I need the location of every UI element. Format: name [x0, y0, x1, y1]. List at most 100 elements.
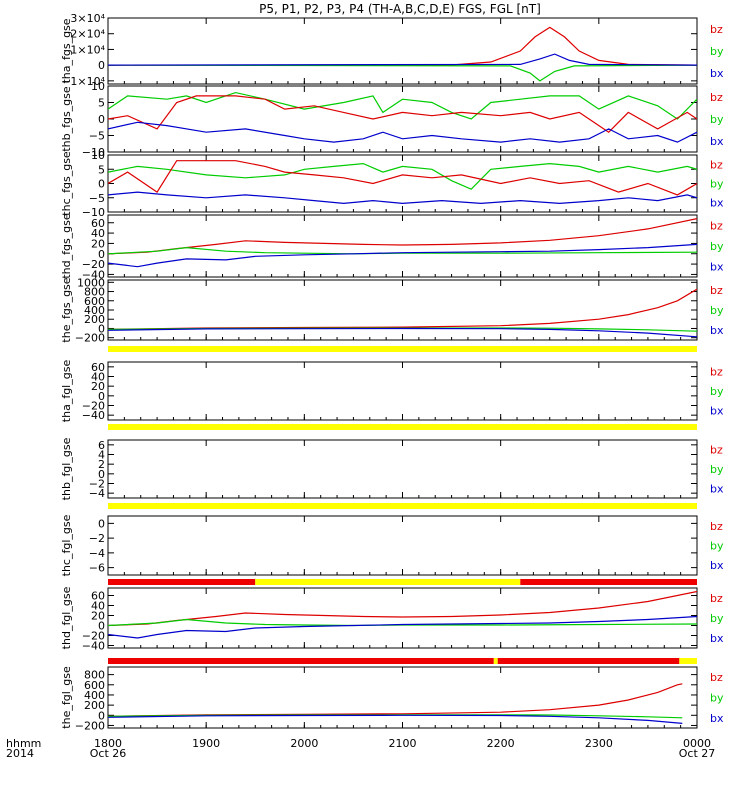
flag-bar — [108, 658, 697, 664]
y-tick-label: −40 — [82, 409, 105, 422]
panel-frame — [107, 17, 698, 85]
y-tick-label: 20 — [91, 380, 105, 393]
series-line-bx — [108, 327, 697, 338]
legend-bx: bx — [710, 135, 724, 148]
panel-frame — [107, 515, 698, 576]
legend-by: by — [710, 612, 724, 625]
y-tick-label: 0 — [98, 59, 105, 72]
y-tick-label: 6 — [98, 439, 105, 452]
series-line-by — [108, 162, 697, 190]
legend-bx: bx — [710, 712, 724, 725]
y-tick-label: −5 — [89, 130, 105, 143]
flag-segment — [679, 658, 697, 664]
y-tick-label: 20 — [91, 237, 105, 250]
y-tick-label: 200 — [84, 313, 105, 326]
flag-bars-group — [108, 346, 697, 664]
y-tick-label: 40 — [91, 227, 105, 240]
y-tick-label: 0 — [98, 517, 105, 530]
flag-segment — [108, 503, 697, 509]
legend-bx: bx — [710, 324, 724, 337]
y-tick-label: −5 — [89, 192, 105, 205]
y-tick-label: −4 — [89, 487, 105, 500]
legend-bz: bz — [710, 671, 723, 684]
y-tick-label: −40 — [82, 268, 105, 281]
flag-segment — [255, 579, 521, 585]
flag-segment — [108, 424, 697, 430]
panel-ylabel: tha_fgs_gse — [60, 18, 73, 83]
y-tick-label: 800 — [84, 286, 105, 299]
y-tick-label: 5 — [98, 163, 105, 176]
legend-bz: bz — [710, 159, 723, 172]
y-tick-label: 400 — [84, 304, 105, 317]
legend-bx: bx — [710, 197, 724, 210]
y-tick-label: −10 — [82, 146, 105, 159]
series-line-bz — [108, 288, 697, 330]
flag-bar — [108, 503, 697, 509]
y-tick-label: −20 — [82, 400, 105, 413]
y-tick-label: 400 — [84, 689, 105, 702]
series-line-bz — [108, 590, 697, 627]
legend-bz: bz — [710, 219, 723, 232]
y-tick-label: 800 — [84, 669, 105, 682]
series-line-by — [108, 618, 697, 627]
y-tick-label: −6 — [89, 562, 105, 575]
legend-by: by — [710, 113, 724, 126]
x-tick-label: 2000 — [290, 737, 318, 750]
y-tick-label: 5 — [98, 97, 105, 110]
legend-bx: bx — [710, 261, 724, 274]
legend-by: by — [710, 692, 724, 705]
legend-bx: bx — [710, 482, 724, 495]
legend-bz: bz — [710, 520, 723, 533]
y-tick-label: 3×10⁴ — [70, 12, 105, 25]
series-line-bz — [108, 26, 697, 66]
x-tick-label: 2200 — [487, 737, 515, 750]
y-tick-label: 0 — [98, 468, 105, 481]
panel-thb_fgs_gse: 10 5 0 −5 −10 thb_fgs_gse bz by bx — [60, 80, 724, 159]
y-tick-label: −200 — [75, 332, 105, 345]
series-line-bx — [108, 53, 697, 66]
series-line-bx — [108, 615, 697, 639]
y-tick-label: −2 — [89, 478, 105, 491]
legend-bz: bz — [710, 23, 723, 36]
legend-by: by — [710, 540, 724, 553]
series-line-bz — [108, 218, 697, 255]
y-tick-label: 40 — [91, 600, 105, 613]
time-row-label-hhmm: hhmm — [6, 737, 41, 750]
legend-by: by — [710, 463, 724, 476]
x-tick-date: Oct 26 — [90, 747, 127, 760]
series-line-bx — [108, 191, 697, 205]
y-tick-label: 40 — [91, 371, 105, 384]
legend-bx: bx — [710, 67, 724, 80]
y-tick-label: 0 — [98, 178, 105, 191]
flag-bar — [108, 424, 697, 430]
legend-bx: bx — [710, 632, 724, 645]
y-tick-label: 0 — [98, 709, 105, 722]
y-tick-label: 2×10⁴ — [70, 28, 105, 41]
y-tick-label: 4 — [98, 449, 105, 462]
y-tick-label: −20 — [82, 630, 105, 643]
flag-segment — [108, 346, 697, 352]
y-tick-label: 10 — [91, 80, 105, 93]
flag-bar — [108, 579, 697, 585]
y-tick-label: 0 — [98, 113, 105, 126]
panel-thc_fgl_gse: 0 −2 −4 −6 thc_fgl_gse bz by bx — [60, 514, 724, 576]
series-line-bz — [108, 95, 697, 133]
panel-ylabel: thc_fgl_gse — [60, 514, 73, 576]
panel-ylabel: the_fgl_gse — [60, 666, 73, 729]
y-tick-label: 0 — [98, 248, 105, 261]
flag-segment — [108, 658, 494, 664]
series-line-by — [108, 64, 697, 82]
legend-bx: bx — [710, 404, 724, 417]
y-tick-label: 200 — [84, 699, 105, 712]
time-row-label-year: 2014 — [6, 747, 34, 760]
legend-by: by — [710, 240, 724, 253]
